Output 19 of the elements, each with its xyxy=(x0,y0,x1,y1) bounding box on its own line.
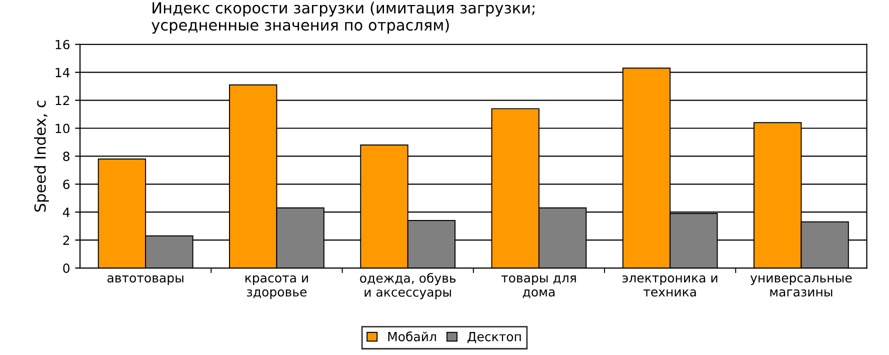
y-tick-label: 2 xyxy=(63,236,70,245)
legend-label: Десктоп xyxy=(468,332,521,344)
x-tick-label: автотовары xyxy=(107,275,184,285)
y-tick-label: 12 xyxy=(56,96,70,106)
x-tick-label: одежда, обувь и аксессуары xyxy=(360,272,456,300)
y-tick-label: 14 xyxy=(56,68,70,78)
y-axis-title: Speed Index, с xyxy=(34,100,49,212)
x-tick-label: электроника и техника xyxy=(622,275,718,297)
chart-title: Индекс скорости загрузки (имитация загрузки; усредненные значения по отраслям) xyxy=(152,2,534,34)
y-tick-label: 10 xyxy=(56,124,70,134)
y-tick-label: 0 xyxy=(63,263,70,273)
x-tick-label: красота и здоровье xyxy=(245,275,308,299)
y-tick-label: 4 xyxy=(62,208,70,217)
y-tick-label: 6 xyxy=(63,180,70,190)
y-tick-label: 8 xyxy=(63,152,70,162)
x-tick-label: товары для дома xyxy=(501,275,576,298)
y-tick-label: 16 xyxy=(56,40,70,50)
legend-label: Мобайл xyxy=(388,331,436,342)
x-tick-label: универсальные магазины xyxy=(750,275,852,297)
